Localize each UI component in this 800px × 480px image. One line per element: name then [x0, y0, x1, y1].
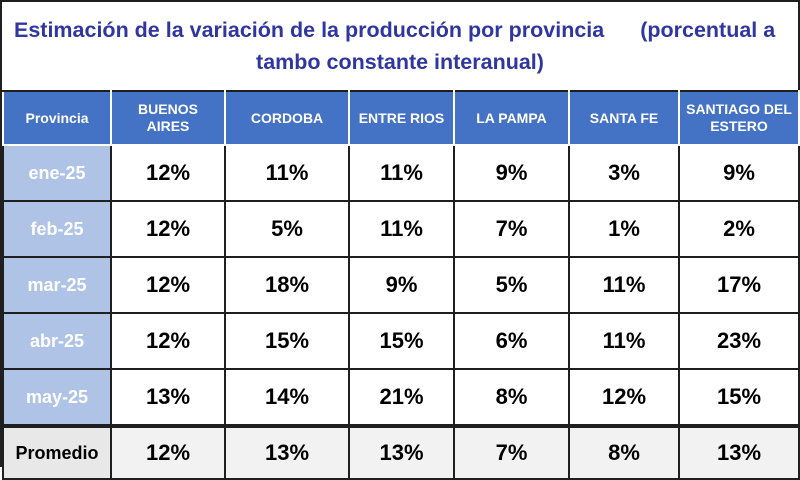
title-main-text: Estimación de la variación de la producc… — [14, 18, 605, 42]
value-cell: 1% — [568, 200, 680, 258]
value-cell: 3% — [568, 144, 680, 202]
table-row: abr-25 12% 15% 15% 6% 11% 23% — [2, 312, 800, 370]
average-value-cell: 13% — [348, 424, 455, 480]
average-value-cell: 13% — [224, 424, 350, 480]
value-cell: 5% — [224, 200, 350, 258]
value-cell: 15% — [678, 368, 800, 427]
figure-title: Estimación de la variación de la producc… — [2, 2, 798, 90]
value-cell: 12% — [110, 144, 226, 202]
value-cell: 12% — [110, 312, 226, 370]
value-cell: 9% — [678, 144, 800, 202]
value-cell: 7% — [453, 200, 570, 258]
value-cell: 14% — [224, 368, 350, 427]
header-santa-fe: SANTA FE — [568, 90, 680, 146]
month-cell: mar-25 — [2, 256, 112, 314]
table-row: may-25 13% 14% 21% 8% 12% 15% — [2, 368, 800, 427]
value-cell: 11% — [568, 312, 680, 370]
average-value-cell: 13% — [678, 424, 800, 480]
value-cell: 15% — [348, 312, 455, 370]
average-value-cell: 8% — [568, 424, 680, 480]
header-la-pampa: LA PAMPA — [453, 90, 570, 146]
average-row: Promedio 12% 13% 13% 7% 8% 13% — [2, 424, 800, 480]
month-cell: ene-25 — [2, 144, 112, 202]
header-row: Provincia BUENOS AIRES CORDOBA ENTRE RIO… — [2, 90, 800, 146]
value-cell: 12% — [110, 256, 226, 314]
value-cell: 21% — [348, 368, 455, 427]
value-cell: 12% — [110, 200, 226, 258]
average-label: Promedio — [2, 424, 112, 480]
header-entre-rios: ENTRE RIOS — [348, 90, 455, 146]
table-row: mar-25 12% 18% 9% 5% 11% 17% — [2, 256, 800, 314]
value-cell: 12% — [568, 368, 680, 427]
average-value-cell: 7% — [453, 424, 570, 480]
value-cell: 6% — [453, 312, 570, 370]
value-cell: 11% — [568, 256, 680, 314]
value-cell: 18% — [224, 256, 350, 314]
title-line-1: Estimación de la variación de la producc… — [12, 14, 788, 46]
value-cell: 8% — [453, 368, 570, 427]
value-cell: 23% — [678, 312, 800, 370]
value-cell: 11% — [224, 144, 350, 202]
value-cell: 11% — [348, 200, 455, 258]
average-value-cell: 12% — [110, 424, 226, 480]
month-cell: abr-25 — [2, 312, 112, 370]
province-table: Provincia BUENOS AIRES CORDOBA ENTRE RIO… — [2, 90, 800, 480]
table-row: feb-25 12% 5% 11% 7% 1% 2% — [2, 200, 800, 258]
month-cell: may-25 — [2, 368, 112, 427]
value-cell: 11% — [348, 144, 455, 202]
value-cell: 5% — [453, 256, 570, 314]
header-buenos-aires: BUENOS AIRES — [110, 90, 226, 146]
table-row: ene-25 12% 11% 11% 9% 3% 9% — [2, 144, 800, 202]
header-provincia: Provincia — [2, 90, 112, 146]
value-cell: 13% — [110, 368, 226, 427]
value-cell: 17% — [678, 256, 800, 314]
value-cell: 15% — [224, 312, 350, 370]
value-cell: 2% — [678, 200, 800, 258]
title-line-2: tambo constante interanual) — [256, 50, 544, 74]
value-cell: 9% — [453, 144, 570, 202]
month-cell: feb-25 — [2, 200, 112, 258]
header-santiago-del-estero: SANTIAGO DEL ESTERO — [678, 90, 800, 146]
value-cell: 9% — [348, 256, 455, 314]
title-tail-text: (porcentual a — [640, 18, 776, 42]
header-cordoba: CORDOBA — [224, 90, 350, 146]
